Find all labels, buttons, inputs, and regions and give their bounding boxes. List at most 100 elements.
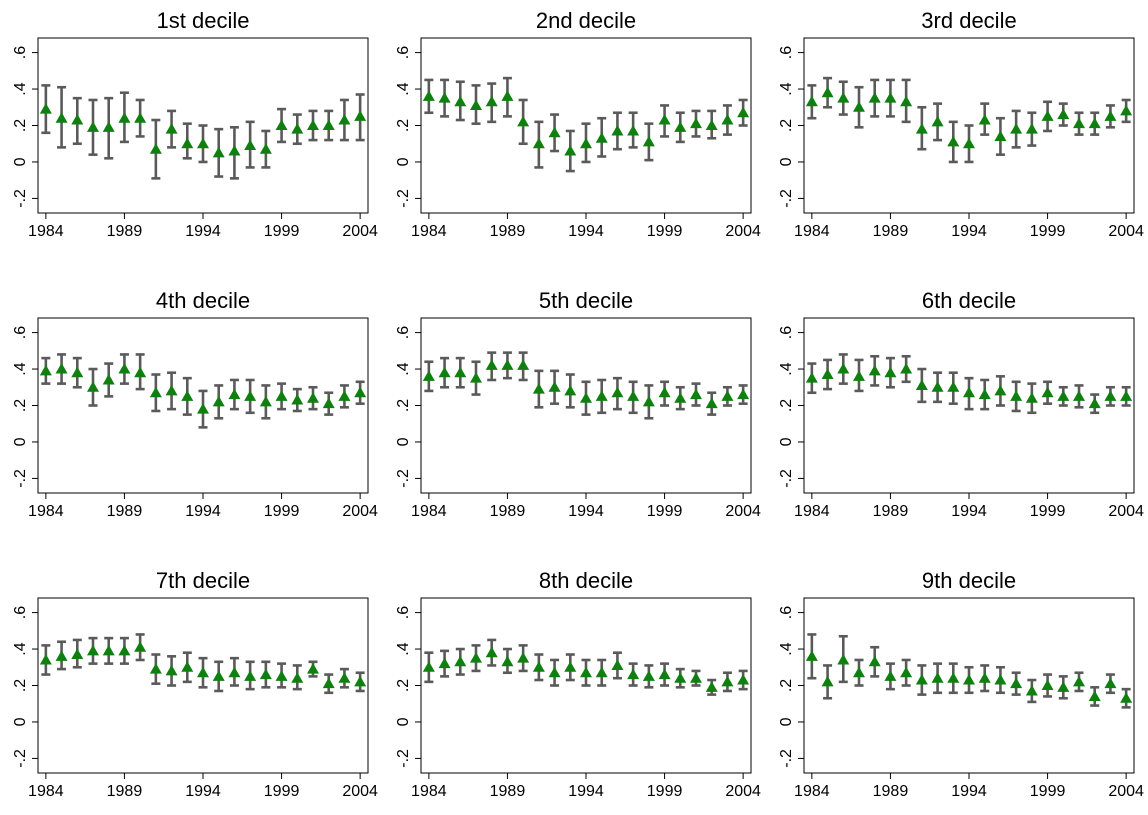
point-estimate-marker [658,386,671,398]
point-estimate-marker [564,661,577,672]
point-estimate-marker [165,384,178,396]
error-bar-point [915,664,928,696]
y-tick-label: .2 [778,399,795,412]
error-bar-point [118,636,131,665]
point-estimate-marker [627,668,640,680]
chart-title: 1st decile [157,8,250,33]
point-estimate-marker [1057,108,1070,120]
x-tick-label: 1994 [568,503,604,520]
point-estimate-marker [1104,677,1117,689]
point-estimate-marker [690,388,702,400]
point-estimate-marker [580,392,592,403]
error-bar-point [900,658,913,687]
chart-title: 5th decile [539,288,633,313]
chart-title: 6th decile [922,288,1016,313]
error-bar-point [1073,384,1085,409]
error-bar-point [501,351,514,380]
x-tick-label: 1989 [873,783,909,800]
error-bar-point [580,658,592,687]
x-tick-label: 2004 [342,223,378,240]
error-bar-point [291,387,304,413]
error-bar-point [1041,100,1054,133]
error-bar-point [690,669,702,687]
point-estimate-marker [322,677,335,689]
y-tick-label: 0 [395,157,412,166]
error-bar-point [721,104,734,136]
error-bar-point [548,658,561,687]
decile-panel-4: 4th decile -.2 0 .2 .4 .6 1984 1989 1994 1999 2004 [0,280,378,535]
point-estimate-marker [721,114,734,125]
error-bar-point [658,380,671,407]
decile-panel-1: 1st decile -.2 0 .2 .4 .6 1984 1989 1994 1999 2004 [0,0,378,255]
error-bar-point [674,385,687,411]
point-estimate-marker [354,386,367,398]
error-bar-point [994,375,1007,407]
error-bar-point [548,113,561,153]
point-estimate-marker [438,366,451,378]
point-estimate-marker [338,114,351,125]
point-estimate-marker [501,359,514,370]
point-estimate-marker [485,359,498,370]
chart-svg: 3rd decile -.2 0 .2 .4 .6 1984 1989 1994 1999 2004 [778,8,1144,240]
error-bar-point [181,122,194,160]
x-tick-label: 1989 [490,503,526,520]
error-bar-point [275,662,288,689]
y-tick-label: .4 [395,642,412,655]
point-estimate-marker [454,366,467,378]
error-bar-point [1010,671,1023,696]
point-estimate-marker [705,397,718,409]
point-estimate-marker [71,366,84,378]
error-bar-point [1025,111,1038,147]
point-estimate-marker [438,92,451,103]
point-estimate-marker [338,390,351,401]
error-bar-point [837,353,850,385]
x-tick-label: 1999 [264,783,300,800]
error-bar-point [501,76,514,118]
error-bar-point [438,78,451,118]
point-estimate-marker [868,92,881,103]
decile-panel-9: 9th decile -.2 0 .2 .4 .6 1984 1989 1994 1999 2004 [766,560,1144,815]
error-bar-point [868,645,881,678]
error-bar-point [422,360,435,393]
x-tick-label: 1984 [411,503,447,520]
y-tick-label: 0 [12,157,29,166]
error-bar-point [102,362,115,398]
error-bar-point [338,384,351,409]
error-bar-point [307,660,319,678]
x-tick-label: 1994 [568,223,604,240]
error-bar-point [454,356,467,389]
error-bar-point [705,109,718,140]
point-estimate-marker [611,124,624,136]
x-tick-label: 1984 [28,783,64,800]
x-tick-label: 1999 [1030,783,1066,800]
y-tick-label: -.2 [12,749,29,768]
error-bar-point [165,371,178,411]
y-tick-label: -.2 [778,469,795,488]
error-bar-point [244,660,257,691]
error-bar-point [149,118,162,180]
y-tick-label: .4 [395,362,412,375]
error-bar-point [611,376,624,411]
x-tick-label: 2004 [1108,503,1144,520]
x-tick-label: 1984 [794,503,830,520]
error-bar-point [259,129,272,169]
point-estimate-marker [532,661,545,672]
error-bar-point [564,373,577,409]
error-bar-point [438,356,451,389]
error-bar-point [837,80,850,116]
error-bar-point [134,98,147,138]
error-bar-point [55,640,68,671]
error-bar-point [517,351,530,382]
error-bar-point [228,378,241,411]
point-estimate-marker [611,659,624,670]
point-estimate-marker [548,381,561,392]
error-bar-point [532,369,545,409]
error-bar-point [627,380,640,415]
error-bar-point [595,116,608,158]
error-bar-point [55,85,68,149]
error-bar-point [1104,104,1117,129]
error-bar-point [721,671,734,693]
point-estimate-marker [501,655,514,667]
error-bar-point [228,656,241,687]
point-estimate-marker [259,395,272,407]
